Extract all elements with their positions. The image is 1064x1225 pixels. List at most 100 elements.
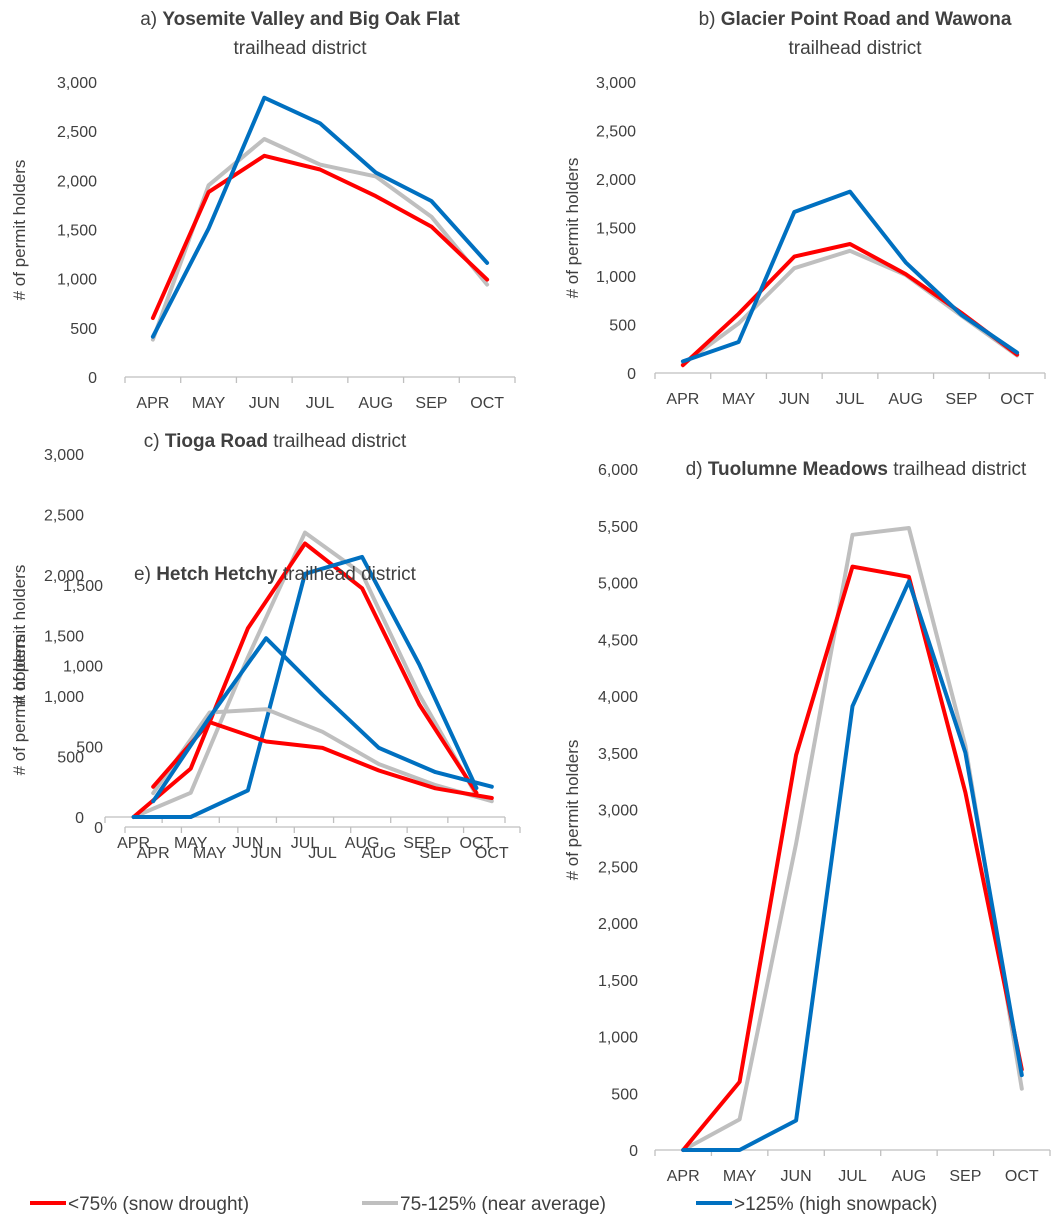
y-tick-label: 1,500 (44, 629, 84, 646)
x-tick-label: MAY (722, 391, 756, 408)
x-tick-label: SEP (949, 1168, 981, 1185)
legend-label: >125% (high snowpack) (734, 1194, 937, 1215)
y-axis-label: # of permit holders (10, 635, 29, 776)
x-tick-label: JUN (781, 1168, 812, 1185)
x-tick-label: OCT (1005, 1168, 1039, 1185)
chart-title-line2: trailhead district (233, 38, 367, 59)
chart-title-prefix: c) (144, 431, 165, 452)
y-axis-label: # of permit holders (10, 160, 29, 301)
series-line-high-snowpack (151, 636, 494, 804)
chart-panel-2: b) Glacier Point Road and Wawona trailhea… (563, 9, 1046, 408)
series-line-near-average (151, 707, 494, 804)
x-tick-label: APR (136, 395, 169, 412)
y-tick-label: 1,000 (57, 272, 97, 289)
x-tick-label: JUN (249, 395, 280, 412)
x-tick-label: AUG (892, 1168, 927, 1185)
chart-title-bold: Tioga Road (165, 431, 268, 452)
y-tick-label: 500 (76, 739, 103, 756)
y-tick-label: 3,000 (44, 447, 84, 464)
y-axis-label: # of permit holders (563, 740, 582, 881)
y-tick-label: 500 (611, 1086, 638, 1103)
y-axis-label: # of permit holders (10, 565, 29, 706)
chart-title-suffix: trailhead district (278, 564, 417, 585)
chart-title-bold: Tuolumne Meadows (708, 459, 888, 480)
x-tick-label: AUG (358, 395, 393, 412)
y-tick-label: 2,000 (44, 568, 84, 585)
x-tick-label: AUG (362, 845, 397, 862)
chart-panel-4: d) Tuolumne Meadows trailhead district # … (563, 459, 1051, 1185)
legend-label: <75% (snow drought) (68, 1194, 249, 1215)
series-line-snow-drought (151, 720, 494, 800)
x-tick-label: MAY (174, 835, 208, 852)
y-tick-label: 1,500 (57, 223, 97, 240)
chart-title: a) Yosemite Valley and Big Oak Flat (140, 9, 460, 30)
y-tick-label: 0 (94, 820, 103, 837)
x-tick-label: MAY (192, 395, 226, 412)
chart-title-prefix: e) (134, 564, 156, 585)
y-tick-label: 4,500 (598, 632, 638, 649)
x-tick-label: SEP (419, 845, 451, 862)
series-line-near-average (150, 137, 490, 342)
y-tick-label: 1,000 (596, 269, 636, 286)
y-tick-label: 0 (629, 1143, 638, 1160)
x-tick-label: JUL (838, 1168, 867, 1185)
x-tick-label: AUG (888, 391, 923, 408)
x-tick-label: APR (117, 835, 150, 852)
x-tick-label: APR (137, 845, 170, 862)
chart-panel-5: e) Hetch Hetchy trailhead district # of p… (10, 564, 521, 862)
x-tick-label: JUN (232, 835, 263, 852)
series-line-near-average (680, 248, 1020, 367)
x-tick-label: APR (666, 391, 699, 408)
x-tick-label: JUN (779, 391, 810, 408)
y-tick-label: 2,500 (598, 859, 638, 876)
y-tick-label: 2,000 (598, 916, 638, 933)
chart-title-bold: Yosemite Valley and Big Oak Flat (162, 9, 460, 30)
series-line-high-snowpack (131, 554, 479, 819)
x-tick-label: SEP (945, 391, 977, 408)
y-tick-label: 3,000 (598, 803, 638, 820)
series-line-high-snowpack (150, 95, 490, 339)
series-line-snow-drought (681, 564, 1024, 1152)
x-tick-label: MAY (723, 1168, 757, 1185)
x-tick-label: OCT (460, 835, 494, 852)
y-tick-label: 1,500 (596, 221, 636, 238)
x-tick-label: APR (667, 1168, 700, 1185)
series-line-high-snowpack (680, 189, 1020, 364)
chart-title-bold: Glacier Point Road and Wawona (721, 9, 1012, 30)
chart-title-suffix: trailhead district (268, 431, 407, 452)
series-line-snow-drought (131, 541, 479, 819)
x-tick-label: JUL (291, 835, 320, 852)
x-tick-label: JUL (306, 395, 335, 412)
y-tick-label: 2,000 (596, 172, 636, 189)
y-tick-label: 0 (75, 810, 84, 827)
y-tick-label: 3,000 (596, 75, 636, 92)
x-tick-label: JUL (308, 845, 337, 862)
x-tick-label: AUG (345, 835, 380, 852)
y-tick-label: 3,500 (598, 746, 638, 763)
chart-title-prefix: d) (686, 459, 708, 480)
chart-title: d) Tuolumne Meadows trailhead district (686, 459, 1027, 480)
y-tick-label: 5,500 (598, 519, 638, 536)
y-tick-label: 500 (57, 750, 84, 767)
y-tick-label: 1,500 (63, 578, 103, 595)
chart-title: b) Glacier Point Road and Wawona (699, 9, 1012, 30)
legend-label: 75-125% (near average) (400, 1194, 606, 1215)
chart-title-prefix: a) (140, 9, 162, 30)
chart-panel-1: a) Yosemite Valley and Big Oak Flat trail… (10, 9, 516, 412)
chart-title: c) Tioga Road trailhead district (144, 431, 407, 452)
legend: <75% (snow drought) 75-125% (near average… (30, 1194, 937, 1215)
x-tick-label: OCT (475, 845, 509, 862)
series-line-high-snowpack (681, 579, 1024, 1152)
y-tick-label: 1,000 (44, 689, 84, 706)
y-tick-label: 2,500 (44, 508, 84, 525)
y-tick-label: 2,500 (57, 124, 97, 141)
chart-title-prefix: b) (699, 9, 721, 30)
y-tick-label: 2,500 (596, 124, 636, 141)
y-tick-label: 2,000 (57, 173, 97, 190)
x-tick-label: JUL (836, 391, 865, 408)
y-axis-label: # of permit holders (563, 158, 582, 299)
y-tick-label: 500 (609, 318, 636, 335)
x-tick-label: JUN (251, 845, 282, 862)
x-tick-label: SEP (403, 835, 435, 852)
